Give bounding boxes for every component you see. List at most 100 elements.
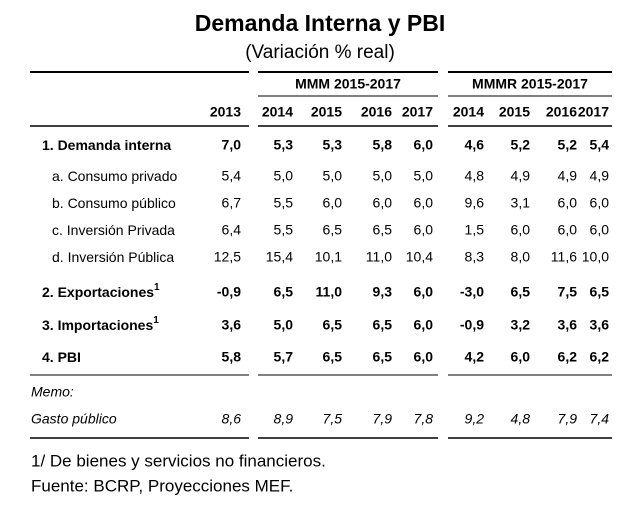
cell: 5,5 [274, 222, 294, 238]
row-label: Gasto público [31, 411, 117, 427]
source: Fuente: BCRP, Proyecciones MEF. [31, 476, 293, 495]
row-label: b. Consumo público [52, 195, 176, 211]
cell: 6,5 [323, 222, 343, 238]
row-label: d. Inversión Pública [52, 249, 174, 265]
cell: 7,4 [590, 411, 610, 427]
year-header: 2013 [210, 104, 241, 120]
cell: 5,8 [222, 349, 242, 365]
group-header: MMM 2015-2017 [295, 76, 401, 92]
superscript: 1 [154, 282, 160, 293]
cell: 4,8 [511, 411, 531, 427]
group-header: MMMR 2015-2017 [472, 76, 588, 92]
cell: 5,0 [323, 168, 343, 184]
cell: 11,6 [551, 249, 577, 265]
cell: 4,9 [558, 168, 578, 184]
cell: 8,3 [465, 249, 485, 265]
cell: 4,9 [511, 168, 531, 184]
cell: 6,0 [414, 137, 434, 153]
cell: 6,0 [558, 195, 578, 211]
cell: 1,5 [465, 222, 485, 238]
cell: 6,5 [373, 222, 393, 238]
row-label: a. Consumo privado [52, 168, 178, 184]
cell: 10,0 [582, 249, 609, 265]
cell: 6,5 [590, 284, 610, 300]
cell: -3,0 [460, 284, 484, 300]
cell: 5,7 [274, 349, 294, 365]
row-label: c. Inversión Privada [52, 222, 175, 238]
cell: 8,0 [511, 249, 531, 265]
cell: 6,2 [590, 349, 610, 365]
cell: 6,0 [414, 222, 434, 238]
cell: 4,9 [590, 168, 610, 184]
cell: 3,6 [558, 317, 578, 333]
row-label-text: 2. Exportaciones [42, 284, 154, 300]
cell: 6,2 [558, 349, 578, 365]
cell: 6,0 [511, 222, 531, 238]
cell: 5,0 [414, 168, 434, 184]
cell: 10,1 [315, 249, 342, 265]
cell: 11,0 [316, 284, 343, 300]
cell: 3,6 [590, 317, 610, 333]
subtitle: (Variación % real) [245, 42, 395, 63]
cell: 4,8 [465, 168, 485, 184]
cell: 6,0 [414, 195, 434, 211]
cell: 11,0 [366, 249, 392, 265]
cell: 15,4 [266, 249, 293, 265]
row-label: 4. PBI [42, 349, 81, 365]
cell: 7,9 [373, 411, 393, 427]
cell: 6,0 [414, 284, 434, 300]
cell: 4,6 [465, 137, 485, 153]
year-header: 2017 [402, 104, 433, 120]
cell: 6,0 [590, 222, 610, 238]
superscript: 1 [153, 315, 159, 326]
cell: 6,0 [558, 222, 578, 238]
row-label-text: 4. PBI [42, 349, 81, 365]
cell: 5,5 [274, 195, 294, 211]
cell: 5,3 [274, 137, 294, 153]
year-header: 2017 [578, 104, 609, 120]
row-label-text: b. Consumo público [52, 195, 176, 211]
cell: 5,0 [274, 317, 294, 333]
year-header: 2014 [262, 104, 293, 120]
cell: 7,5 [323, 411, 343, 427]
cell: 3,1 [511, 195, 531, 211]
cell: 6,5 [373, 317, 393, 333]
cell: 5,2 [511, 137, 531, 153]
title: Demanda Interna y PBI [195, 10, 446, 36]
cell: 6,0 [414, 317, 434, 333]
year-header: 2016 [361, 104, 392, 120]
year-header: 2014 [453, 104, 484, 120]
cell: 6,5 [274, 284, 294, 300]
cell: 9,2 [465, 411, 485, 427]
cell: 6,0 [323, 195, 343, 211]
cell: 8,9 [274, 411, 294, 427]
cell: 5,4 [590, 137, 610, 153]
cell: 9,6 [465, 195, 485, 211]
cell: 6,0 [414, 349, 434, 365]
row-label-text: 3. Importaciones [42, 317, 153, 333]
cell: 7,9 [558, 411, 578, 427]
row-label: 3. Importaciones1 [42, 315, 159, 333]
footnote: 1/ De bienes y servicios no financieros. [31, 451, 326, 470]
cell: 5,0 [373, 168, 393, 184]
cell: -0,9 [217, 284, 241, 300]
cell: 5,4 [222, 168, 242, 184]
year-header: 2015 [499, 104, 530, 120]
row-label-text: a. Consumo privado [52, 168, 178, 184]
cell: 3,2 [511, 317, 531, 333]
cell: 6,5 [511, 284, 531, 300]
cell: 8,6 [222, 411, 242, 427]
row-label-text: 1. Demanda interna [42, 137, 171, 153]
year-header: 2015 [311, 104, 342, 120]
cell: 6,5 [373, 349, 393, 365]
cell: 6,4 [222, 222, 242, 238]
memo-label: Memo: [31, 384, 74, 400]
cell: 5,2 [558, 137, 578, 153]
cell: 6,0 [373, 195, 393, 211]
cell: 7,8 [414, 411, 434, 427]
cell: 6,0 [590, 195, 610, 211]
cell: 6,5 [323, 317, 343, 333]
row-label-text: d. Inversión Pública [52, 249, 174, 265]
cell: 5,8 [373, 137, 393, 153]
